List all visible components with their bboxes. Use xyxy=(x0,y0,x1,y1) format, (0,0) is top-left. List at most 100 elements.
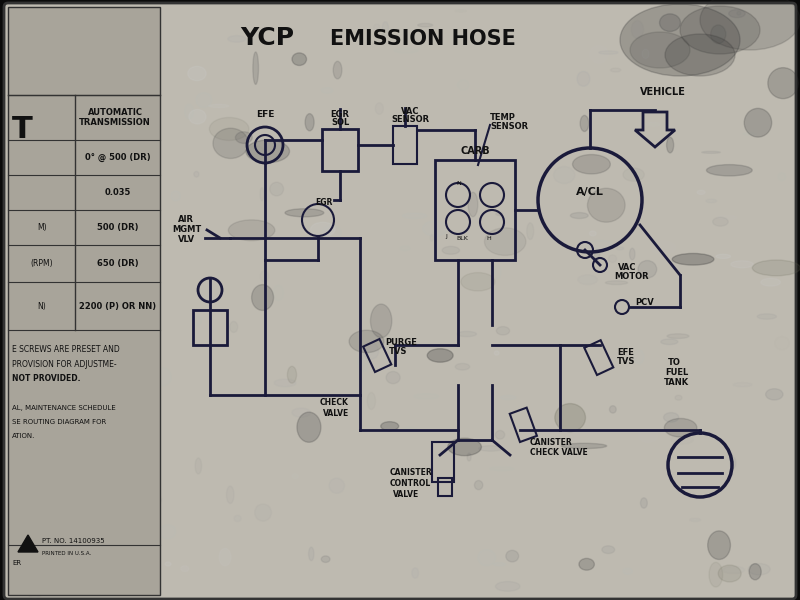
Ellipse shape xyxy=(501,395,515,400)
Text: PURGE: PURGE xyxy=(385,338,417,347)
Ellipse shape xyxy=(252,284,274,310)
Ellipse shape xyxy=(334,61,342,79)
Text: E SCREWS ARE PRESET AND: E SCREWS ARE PRESET AND xyxy=(12,345,120,354)
Ellipse shape xyxy=(642,49,649,59)
Text: CHECK VALVE: CHECK VALVE xyxy=(530,448,588,457)
Bar xyxy=(193,310,227,345)
Ellipse shape xyxy=(467,453,471,461)
Text: 2200 (P) OR NN): 2200 (P) OR NN) xyxy=(79,301,157,311)
Ellipse shape xyxy=(118,98,134,104)
Ellipse shape xyxy=(617,247,623,250)
Ellipse shape xyxy=(448,438,482,455)
Text: FUEL: FUEL xyxy=(665,368,688,377)
Ellipse shape xyxy=(713,217,728,226)
Ellipse shape xyxy=(118,350,126,353)
Ellipse shape xyxy=(270,182,283,196)
Ellipse shape xyxy=(665,34,735,76)
Ellipse shape xyxy=(716,254,730,259)
Ellipse shape xyxy=(748,563,770,575)
Ellipse shape xyxy=(623,168,644,181)
Ellipse shape xyxy=(210,118,249,140)
Bar xyxy=(393,126,417,164)
Ellipse shape xyxy=(209,104,229,107)
Ellipse shape xyxy=(554,167,575,184)
Ellipse shape xyxy=(638,260,657,278)
Ellipse shape xyxy=(188,67,206,80)
Ellipse shape xyxy=(758,314,776,319)
Ellipse shape xyxy=(381,422,398,431)
Ellipse shape xyxy=(594,250,600,260)
Ellipse shape xyxy=(292,53,306,65)
Text: TANK: TANK xyxy=(664,378,689,387)
Ellipse shape xyxy=(127,452,137,457)
Ellipse shape xyxy=(680,6,760,54)
Ellipse shape xyxy=(606,281,627,284)
Ellipse shape xyxy=(422,221,447,236)
Text: VEHICLE: VEHICLE xyxy=(640,87,686,97)
Text: CANISTER: CANISTER xyxy=(530,438,573,447)
Ellipse shape xyxy=(659,14,681,31)
Ellipse shape xyxy=(42,374,61,391)
Ellipse shape xyxy=(634,350,644,364)
Ellipse shape xyxy=(718,565,741,582)
Ellipse shape xyxy=(89,22,95,40)
Text: CARB: CARB xyxy=(460,146,490,156)
Ellipse shape xyxy=(118,372,140,383)
Ellipse shape xyxy=(194,172,199,177)
Bar xyxy=(584,340,614,375)
Text: EFE: EFE xyxy=(256,110,274,119)
Ellipse shape xyxy=(102,89,106,91)
Ellipse shape xyxy=(246,146,264,160)
Ellipse shape xyxy=(427,349,453,362)
Ellipse shape xyxy=(110,412,125,422)
Ellipse shape xyxy=(310,222,335,236)
Text: 500 (DR): 500 (DR) xyxy=(98,223,138,232)
Text: AL, MAINTENANCE SCHEDULE: AL, MAINTENANCE SCHEDULE xyxy=(12,405,116,411)
Ellipse shape xyxy=(761,278,781,286)
Ellipse shape xyxy=(620,4,740,76)
Ellipse shape xyxy=(414,394,438,399)
Ellipse shape xyxy=(623,568,632,574)
Ellipse shape xyxy=(246,140,290,163)
Ellipse shape xyxy=(587,241,612,249)
Ellipse shape xyxy=(185,104,194,119)
Text: PT. NO. 14100935: PT. NO. 14100935 xyxy=(42,538,105,544)
Text: 0° @ 500 (DR): 0° @ 500 (DR) xyxy=(85,153,151,162)
Ellipse shape xyxy=(666,137,674,153)
Text: CONTROL: CONTROL xyxy=(390,479,431,488)
Ellipse shape xyxy=(646,122,661,127)
Ellipse shape xyxy=(734,383,752,387)
Polygon shape xyxy=(18,535,38,552)
Ellipse shape xyxy=(496,212,502,215)
Bar xyxy=(510,407,537,442)
Ellipse shape xyxy=(119,76,128,82)
Ellipse shape xyxy=(196,92,212,107)
Ellipse shape xyxy=(468,192,478,217)
Text: CANISTER: CANISTER xyxy=(390,468,433,477)
Ellipse shape xyxy=(579,559,594,570)
Ellipse shape xyxy=(474,481,482,490)
Ellipse shape xyxy=(708,531,730,559)
Ellipse shape xyxy=(21,179,41,187)
Ellipse shape xyxy=(737,11,741,15)
Bar xyxy=(432,442,454,482)
Ellipse shape xyxy=(638,428,658,442)
Ellipse shape xyxy=(506,550,518,562)
Bar xyxy=(435,160,515,260)
Ellipse shape xyxy=(461,272,495,291)
Text: EGR: EGR xyxy=(330,110,350,119)
Ellipse shape xyxy=(418,23,433,27)
Text: EMISSION HOSE: EMISSION HOSE xyxy=(330,29,516,49)
Ellipse shape xyxy=(570,212,588,218)
Ellipse shape xyxy=(375,103,383,114)
Ellipse shape xyxy=(630,248,635,260)
Text: NOT PROVIDED.: NOT PROVIDED. xyxy=(12,374,81,383)
Text: M): M) xyxy=(37,223,47,232)
Bar xyxy=(8,7,160,595)
Ellipse shape xyxy=(630,32,690,68)
Ellipse shape xyxy=(274,286,283,301)
Ellipse shape xyxy=(766,389,783,400)
Ellipse shape xyxy=(768,68,798,98)
Text: N): N) xyxy=(38,301,46,311)
Text: N: N xyxy=(456,181,461,186)
